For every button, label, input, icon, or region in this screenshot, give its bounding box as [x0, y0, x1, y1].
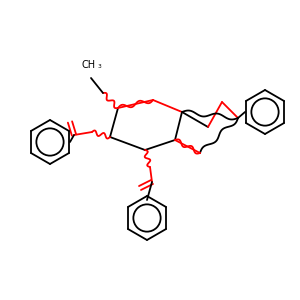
Text: CH: CH [82, 60, 96, 70]
Text: $_3$: $_3$ [97, 62, 102, 71]
